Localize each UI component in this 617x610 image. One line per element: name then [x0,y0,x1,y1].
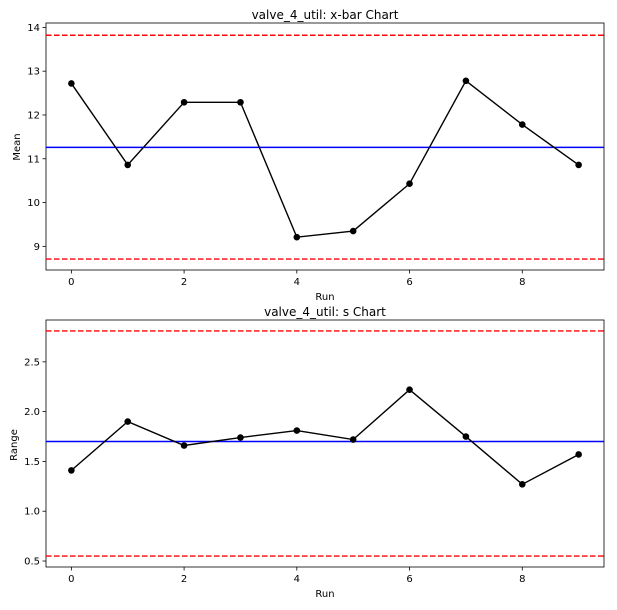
xbar-chart-y-tick-label: 10 [27,198,40,209]
xbar-chart-point [518,121,526,128]
xbar-chart-point [406,180,413,188]
xbar-chart-point [462,77,470,85]
xbar-chart-y-tick-label: 9 [34,242,40,253]
xbar-chart-xlabel: Run [315,292,334,303]
s-chart-title: valve_4_util: s Chart [264,305,386,319]
xbar-chart-y-tick-label: 11 [27,154,40,165]
xbar-chart-point [293,233,301,241]
xbar-chart-x-tick-label: 8 [519,277,525,288]
s-chart-y-tick-label: 1.0 [24,507,40,518]
xbar-chart-y-tick-label: 12 [27,110,40,121]
xbar-chart-x-tick-label: 4 [294,277,300,288]
s-chart-point [68,467,75,474]
s-chart-plot-area: 0 2 4 6 8 0.5 1.0 1.5 2.0 2.5 [24,319,605,585]
s-chart-point [349,436,357,443]
s-chart-y-tick-label: 1.5 [24,457,40,468]
s-chart-x-tick-label: 2 [181,574,187,585]
s-chart-x-tick-label: 4 [294,574,300,585]
xbar-chart-point [180,98,188,106]
xbar-chart-title: valve_4_util: x-bar Chart [252,8,399,22]
xbar-chart-y-tick-label: 14 [27,23,40,34]
s-chart-xlabel: Run [315,589,334,600]
xbar-chart-ylabel: Mean [12,133,23,160]
s-chart-y-tick-label: 2.5 [24,357,40,368]
s-chart-x-tick-label: 0 [68,574,74,585]
s-chart-panel: valve_4_util: s Chart Run Range 0 2 4 6 8 0.5… [9,305,605,600]
xbar-chart-plot-area: 0 2 4 6 8 9 10 11 12 13 14 [27,22,605,288]
xbar-chart-x-tick-label: 0 [68,277,74,288]
xbar-chart-point [68,80,75,87]
s-chart-point [124,418,132,425]
s-chart-point [180,442,188,449]
s-chart-x-tick-label: 6 [406,574,412,585]
s-chart-point [406,386,413,394]
xbar-chart-x-tick-label: 2 [181,277,187,288]
xbar-chart-x-tick-label: 6 [406,277,412,288]
xbar-chart-point [124,161,132,169]
xbar-chart-panel: valve_4_util: x-bar Chart Run Mean 0 2 4 6 8… [12,8,605,303]
xbar-chart-point [349,227,357,235]
xbar-chart-axes-frame [45,22,605,271]
s-chart-x-tick-label: 8 [519,574,525,585]
xbar-chart-point [575,161,582,169]
s-chart-axes-frame [45,319,605,568]
s-chart-point [237,434,244,441]
s-chart-ylabel: Range [9,429,20,461]
xbar-chart-series-line [70,79,580,238]
s-chart-point [462,433,470,440]
s-chart-point [518,481,526,488]
s-chart-point [293,427,301,434]
s-chart-y-tick-label: 0.5 [24,557,40,568]
xbar-chart-point [237,98,244,106]
s-chart-series-line [70,388,579,486]
s-chart-point [575,451,582,458]
xbar-chart-y-tick-label: 13 [27,67,40,78]
s-chart-y-tick-label: 2.0 [24,407,40,418]
